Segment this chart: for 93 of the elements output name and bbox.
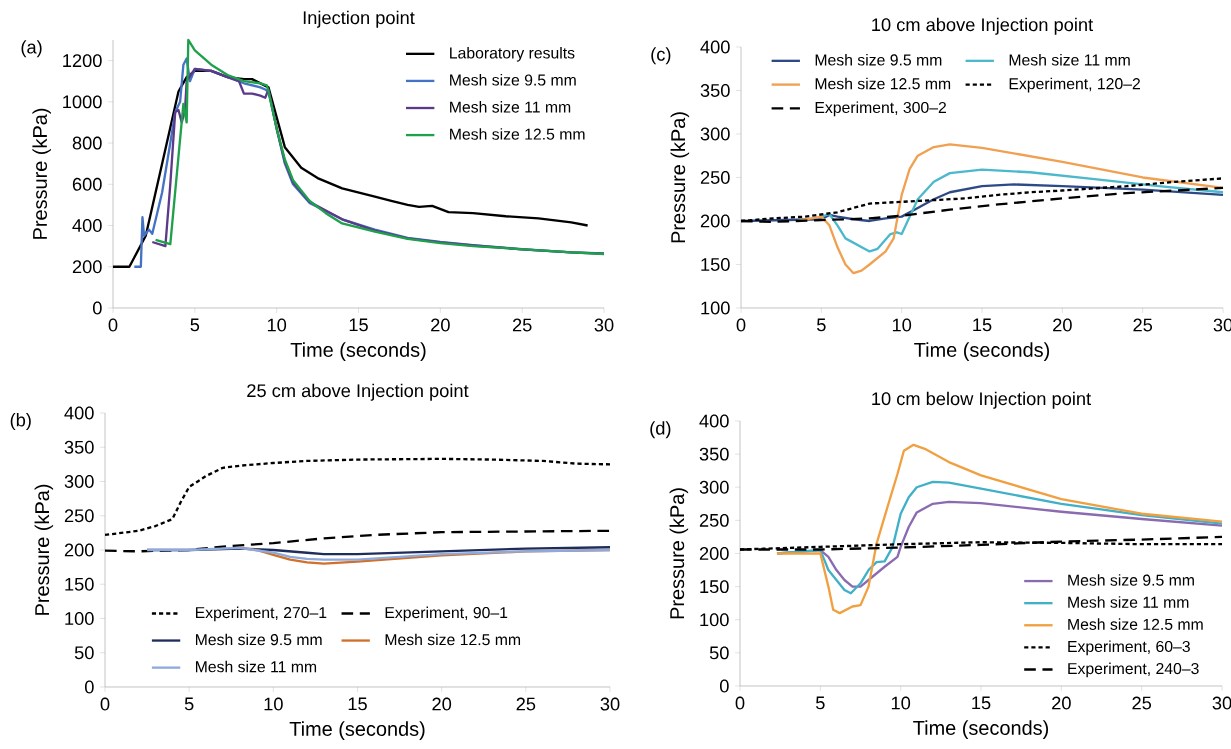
- y-tick-label: 400: [699, 414, 729, 428]
- x-tick-label: 30: [594, 318, 614, 332]
- y-axis-title: Pressure (kPa): [670, 112, 690, 243]
- legend-label: Experiment, 90–1: [385, 606, 508, 622]
- x-tick-label: 5: [816, 696, 825, 710]
- x-axis-title: Time (seconds): [289, 721, 425, 740]
- legend-label: Experiment, 60–3: [1068, 640, 1190, 656]
- y-tick-label: 250: [64, 509, 94, 523]
- y-tick-label: 300: [700, 127, 730, 141]
- x-tick-label: 5: [184, 697, 194, 711]
- x-tick-label: 20: [431, 318, 450, 332]
- legend-label: Mesh size 12.5 mm: [815, 77, 951, 90]
- x-tick-label: 20: [1053, 318, 1072, 332]
- x-tick-label: 25: [516, 697, 536, 711]
- y-tick-label: 400: [72, 219, 102, 232]
- y-tick-label: 50: [709, 646, 729, 660]
- legend-label: Mesh size 11 mm: [1068, 596, 1189, 608]
- x-axis-title: Time (seconds): [913, 720, 1049, 739]
- y-axis-title: Pressure (kPa): [34, 484, 54, 615]
- x-tick-label: 20: [1052, 696, 1071, 710]
- y-tick-label: 200: [72, 260, 102, 274]
- legend-label: Mesh size 12.5 mm: [385, 633, 521, 646]
- y-tick-label: 150: [701, 258, 730, 271]
- y-tick-label: 1200: [63, 54, 102, 68]
- x-tick-label: 25: [1133, 318, 1153, 332]
- x-tick-label: 15: [348, 697, 367, 711]
- y-tick-label: 250: [699, 513, 729, 527]
- y-tick-label: 100: [700, 613, 729, 627]
- x-tick-label: 10: [891, 696, 911, 710]
- y-tick-label: 600: [72, 177, 102, 191]
- text: (d): [650, 421, 671, 439]
- y-tick-label: 100: [701, 301, 730, 315]
- x-tick-label: 25: [512, 318, 532, 332]
- chart-title: Injection point: [303, 10, 415, 28]
- legend-label: Mesh size 9.5 mm: [815, 53, 942, 66]
- y-tick-label: 350: [700, 84, 730, 97]
- y-tick-label: 150: [700, 580, 729, 594]
- x-tick-label: 5: [817, 318, 826, 332]
- y-tick-label: 0: [84, 680, 94, 694]
- y-tick-label: 0: [719, 679, 729, 693]
- x-tick-label: 10: [267, 318, 287, 332]
- x-axis-title: Time (seconds): [290, 342, 426, 361]
- y-tick-label: 350: [64, 440, 94, 454]
- y-tick-label: 1000: [63, 95, 102, 109]
- y-axis-title: Pressure (kPa): [32, 108, 51, 239]
- x-tick-label: 0: [736, 318, 746, 332]
- legend-label: Experiment, 240–3: [1068, 662, 1199, 678]
- legend-label: Mesh size 11 mm: [1009, 53, 1130, 66]
- chart-title: 25 cm above Injection point: [247, 383, 469, 401]
- x-tick-label: 15: [972, 696, 991, 710]
- chart-title: 10 cm below Injection point: [872, 391, 1091, 409]
- y-tick-label: 300: [699, 480, 729, 494]
- legend-label: Mesh size 9.5 mm: [1068, 574, 1194, 586]
- y-tick-label: 350: [699, 447, 729, 461]
- x-tick-label: 0: [108, 318, 118, 332]
- y-tick-label: 200: [64, 543, 94, 557]
- legend-label: Mesh size 9.5 mm: [450, 74, 576, 86]
- y-tick-label: 200: [699, 547, 729, 560]
- text: (c): [651, 47, 671, 65]
- x-tick-label: 10: [264, 697, 283, 711]
- x-tick-label: 30: [600, 697, 620, 711]
- x-tick-label: 15: [349, 318, 368, 332]
- y-tick-label: 400: [64, 406, 94, 420]
- y-tick-label: 250: [700, 171, 730, 184]
- x-tick-label: 20: [432, 697, 452, 711]
- legend-label: Mesh size 12.5 mm: [1068, 618, 1203, 630]
- y-tick-label: 50: [74, 646, 94, 660]
- chart-title: 10 cm above Injection point: [872, 17, 1094, 35]
- legend-label: Mesh size 12.5 mm: [450, 128, 585, 140]
- x-axis-title: Time (seconds): [914, 342, 1050, 361]
- legend-label: Experiment, 300–2: [815, 101, 946, 117]
- y-tick-label: 800: [72, 136, 102, 150]
- x-tick-label: 0: [735, 696, 745, 710]
- x-tick-label: 15: [973, 318, 992, 332]
- x-tick-label: 30: [1212, 696, 1231, 710]
- y-tick-label: 100: [65, 612, 94, 625]
- x-tick-label: 10: [892, 318, 912, 332]
- legend-label: Mesh size 9.5 mm: [195, 633, 322, 646]
- legend-label: Mesh size 11 mm: [450, 101, 571, 113]
- y-tick-label: 400: [700, 40, 730, 54]
- y-axis-title: Pressure (kPa): [669, 488, 689, 619]
- text: (b): [10, 413, 31, 431]
- y-tick-label: 150: [65, 577, 94, 591]
- y-tick-label: 200: [700, 214, 730, 228]
- text: (a): [21, 40, 42, 58]
- y-tick-label: 0: [92, 301, 102, 315]
- legend-label: Experiment, 270–1: [195, 606, 327, 622]
- x-tick-label: 25: [1132, 696, 1152, 710]
- legend-label: Laboratory results: [450, 46, 575, 62]
- x-tick-label: 5: [190, 318, 200, 332]
- legend-label: Experiment, 120–2: [1009, 77, 1140, 93]
- legend-label: Mesh size 11 mm: [195, 660, 317, 673]
- y-tick-label: 300: [64, 475, 94, 488]
